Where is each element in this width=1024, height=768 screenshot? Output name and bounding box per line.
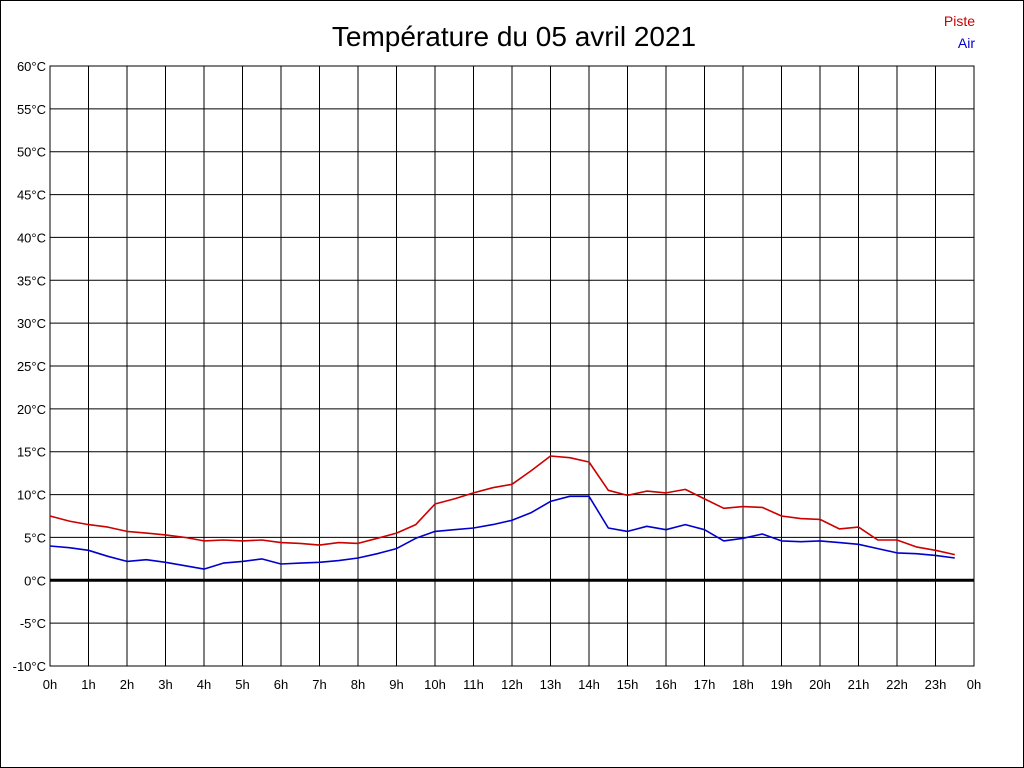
y-tick-label: 60°C [17,59,46,74]
y-tick-label: 10°C [17,488,46,503]
chart-title: Température du 05 avril 2021 [332,21,696,52]
series-line-air [49,495,955,570]
x-tick-label: 16h [655,677,677,692]
x-tick-label: 9h [389,677,403,692]
x-tick-label: 17h [694,677,716,692]
series-lines [49,455,955,570]
x-tick-label: 12h [501,677,523,692]
x-tick-label: 15h [617,677,639,692]
y-tick-label: -5°C [20,616,46,631]
legend-entry-air: Air [958,35,975,51]
x-tick-label: 7h [312,677,326,692]
x-tick-label: 5h [235,677,249,692]
y-tick-label: 55°C [17,102,46,117]
x-tick-label: 3h [158,677,172,692]
x-tick-label: 23h [925,677,947,692]
y-tick-label: 40°C [17,230,46,245]
series-line-piste [49,455,955,556]
x-tick-label: 22h [886,677,908,692]
y-tick-label: 25°C [17,359,46,374]
y-tick-label: 50°C [17,145,46,160]
x-tick-label: 19h [771,677,793,692]
x-tick-label: 0h [43,677,57,692]
y-tick-label: 15°C [17,445,46,460]
x-tick-label: 6h [274,677,288,692]
x-tick-label: 18h [732,677,754,692]
x-tick-label: 8h [351,677,365,692]
legend: Piste Air [944,13,975,51]
x-tick-label: 14h [578,677,600,692]
x-tick-label: 21h [848,677,870,692]
y-tick-label: 20°C [17,402,46,417]
x-axis-ticks: 0h 1h 2h 3h 4h 5h 6h 7h 8h 9h 10h 11h 12h 13h 14h 15h 16… [43,677,981,692]
y-tick-label: -10°C [13,659,46,674]
x-tick-label: 1h [81,677,95,692]
grid [49,65,975,667]
y-tick-label: 5°C [24,530,46,545]
x-tick-label: 13h [540,677,562,692]
x-tick-label: 11h [463,677,484,692]
x-tick-label: 20h [809,677,831,692]
x-tick-label: 2h [120,677,134,692]
y-tick-label: 35°C [17,273,46,288]
y-axis-ticks: 60°C 55°C 50°C 45°C 40°C 35°C 30°C 25°C 20°C 15°C… [13,59,46,674]
x-tick-label: 0h [967,677,981,692]
y-tick-label: 0°C [24,573,46,588]
x-tick-label: 10h [424,677,446,692]
x-tick-label: 4h [197,677,211,692]
legend-entry-piste: Piste [944,13,975,29]
y-tick-label: 45°C [17,188,46,203]
y-tick-label: 30°C [17,316,46,331]
